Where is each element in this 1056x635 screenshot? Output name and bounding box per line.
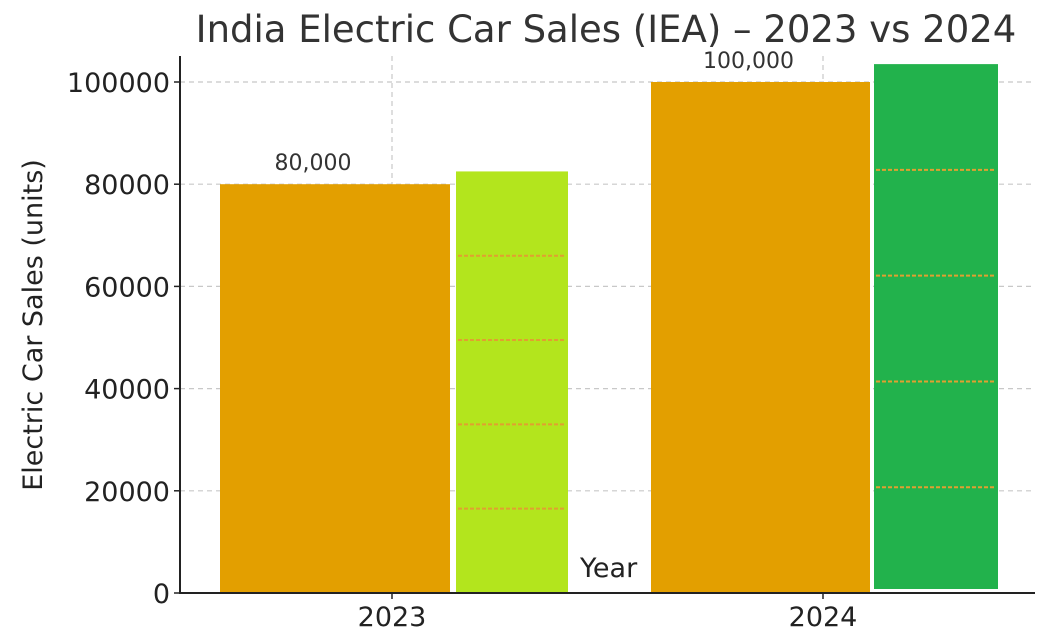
axes — [179, 56, 1035, 594]
bar-secondary-2023 — [456, 171, 568, 594]
x-axis-label: Year — [579, 553, 638, 584]
x-tick-label-2023: 2023 — [358, 602, 427, 633]
y-tick-label: 100000 — [67, 68, 170, 99]
bar-primary-2023 — [220, 184, 450, 593]
bars — [220, 64, 998, 594]
x-ticks: 2023 2024 — [358, 593, 858, 633]
y-tick-label: 20000 — [84, 477, 170, 508]
y-axis-label: Electric Car Sales (units) — [18, 159, 49, 491]
data-labels: 80,000 100,000 — [275, 49, 794, 176]
y-tick-label: 0 — [153, 579, 170, 610]
bar-primary-2024 — [651, 82, 870, 593]
y-tick-label: 60000 — [84, 272, 170, 303]
y-tick-label: 40000 — [84, 375, 170, 406]
y-ticks: 0 20000 40000 60000 80000 100000 — [67, 68, 180, 610]
x-tick-label-2024: 2024 — [789, 602, 858, 633]
data-label-2024: 100,000 — [703, 49, 794, 74]
bar-secondary-2024 — [874, 64, 998, 590]
y-tick-label: 80000 — [84, 170, 170, 201]
chart-title: India Electric Car Sales (IEA) – 2023 vs… — [196, 8, 1017, 51]
data-label-2023: 80,000 — [275, 151, 352, 176]
x-axis-label-background — [571, 547, 647, 590]
